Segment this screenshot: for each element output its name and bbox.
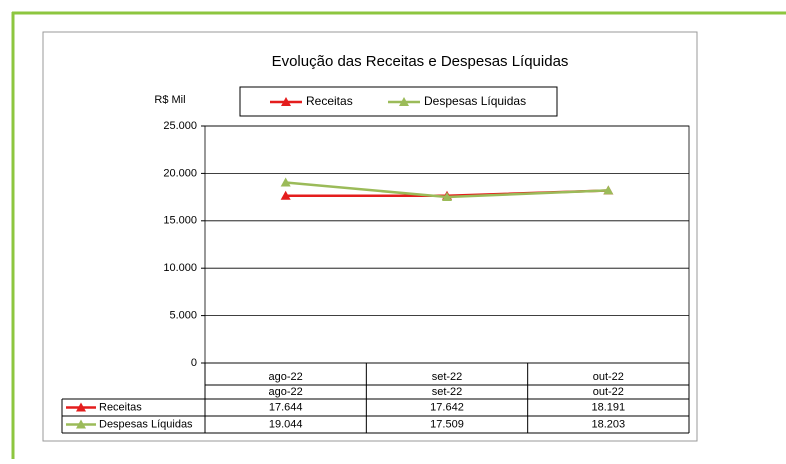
y-tick-label: 5.000 xyxy=(169,310,197,322)
plot-border xyxy=(204,125,690,364)
y-tick-label: 25.000 xyxy=(163,120,197,132)
point xyxy=(280,177,291,187)
table-header: out-22 xyxy=(593,386,624,398)
table-cell: 17.644 xyxy=(269,401,303,413)
table-row-label: Receitas xyxy=(99,401,142,413)
y-tick-label: 10.000 xyxy=(163,262,197,274)
table-cell: 17.509 xyxy=(430,418,464,430)
table-cell: 19.044 xyxy=(269,418,303,430)
y-axis-label: R$ Mil xyxy=(154,94,185,106)
y-tick-label: 15.000 xyxy=(163,215,197,227)
table-row-label: Despesas Líquidas xyxy=(99,418,193,430)
table-cell: 18.203 xyxy=(592,418,626,430)
table-cell: 17.642 xyxy=(430,401,464,413)
y-tick-label: 20.000 xyxy=(163,167,197,179)
x-tick-label: out-22 xyxy=(593,371,624,383)
point xyxy=(603,185,614,195)
table-header: set-22 xyxy=(432,386,463,398)
y-tick-label: 0 xyxy=(191,357,197,369)
x-tick-label: set-22 xyxy=(432,371,463,383)
table-marker xyxy=(76,402,86,412)
legend-label: Receitas xyxy=(306,94,353,108)
point xyxy=(280,190,291,200)
legend-label: Despesas Líquidas xyxy=(424,94,526,108)
legend-marker xyxy=(281,97,291,106)
x-tick-label: ago-22 xyxy=(269,371,303,383)
table-marker xyxy=(76,419,86,429)
table-cell: 18.191 xyxy=(592,401,626,413)
table-header: ago-22 xyxy=(269,386,303,398)
legend-marker xyxy=(399,97,409,106)
point xyxy=(442,192,452,202)
chart-title: Evolução das Receitas e Despesas Líquida… xyxy=(272,53,569,70)
